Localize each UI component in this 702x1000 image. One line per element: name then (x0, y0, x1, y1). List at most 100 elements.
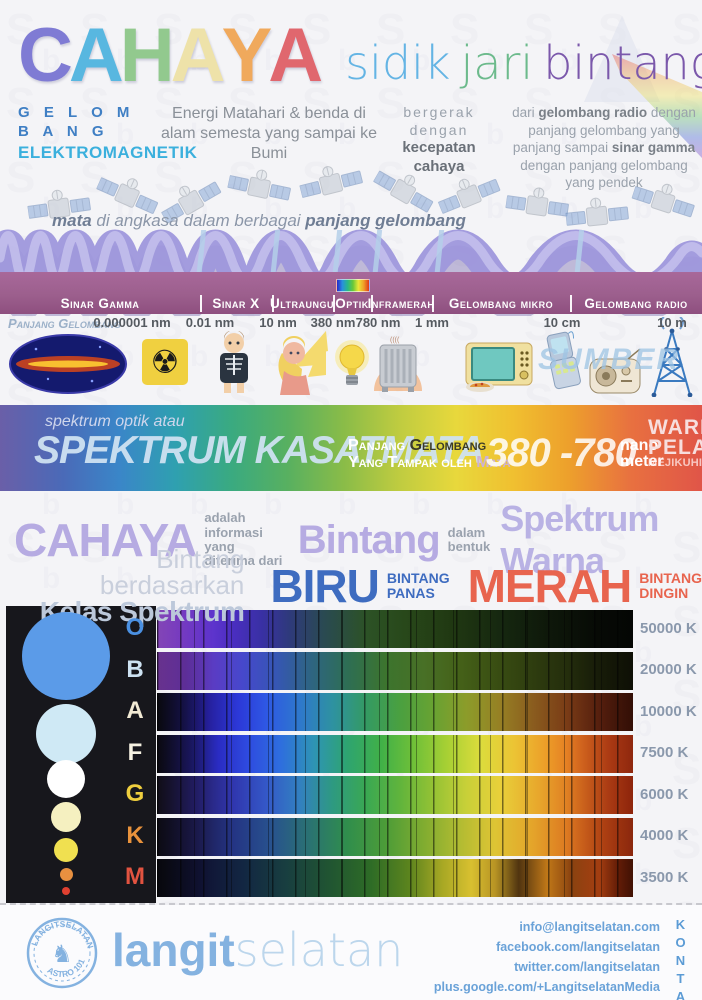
contact-twitter: twitter.com/langitselatan (514, 960, 660, 974)
optical-mini-rainbow (336, 279, 370, 292)
svg-text:♞: ♞ (51, 940, 73, 968)
class-letter-A: A (126, 697, 144, 724)
statement-connector: dalam bentuk (447, 524, 491, 554)
spectrum-pre-label: spektrum optik atau (45, 413, 185, 430)
temperature-F: 7500 K (640, 744, 689, 761)
wavelength-scale: Panjang Gelombang 0.000001 nm 0.01 nm 10… (0, 315, 702, 332)
gelombang-label: G E L O M B A N G (18, 104, 135, 140)
band-divider (371, 295, 373, 312)
class-letter-K: K (126, 822, 144, 849)
kecepatan-label: kecepatan cahaya (402, 139, 476, 175)
wavelength-value: 10 cm (543, 315, 581, 330)
spectrum-strip-O (157, 610, 633, 648)
radio-tower-icon (651, 317, 693, 397)
temperature-B: 20000 K (640, 661, 697, 678)
contact-facebook: facebook.com/langitselatan (496, 940, 660, 954)
spektrum-warna-word: Spektrum Warna (500, 498, 659, 581)
visible-spectrum-banner: spektrum optik atau SPEKTRUM KASATMATA P… (0, 405, 702, 491)
contact-email: info@langitselatan.com (519, 920, 660, 934)
title-letter: Y (221, 13, 273, 98)
subtitle-word: jari (460, 36, 534, 91)
band-label-mikro: Gelombang mikro (448, 296, 554, 311)
page-subtitle: sidik jari bintang (345, 40, 702, 90)
gamma-sky-map-icon (9, 334, 127, 394)
temperature-G: 6000 K (640, 786, 689, 803)
band-divider (333, 295, 335, 312)
intro-columns: G E L O M B A N G ELEKTROMAGNETIK Energi… (0, 104, 702, 192)
langitselatan-stamp-logo: LANGITSELATAN ASTRO 101 ♞ (26, 917, 98, 989)
cut-line (0, 903, 702, 905)
band-divider (570, 295, 572, 312)
band-divider (200, 295, 202, 312)
wavelength-value: 380 nm (310, 315, 356, 330)
band-label-uv: Ultraungu (269, 296, 335, 311)
spektrum-kasatmata-title: SPEKTRUM KASATMATA (34, 429, 485, 472)
visible-range-caption: Panjang Gelombang Yang Tampak oleh Mata (348, 437, 511, 471)
bergerak-label: bergerak dengan (403, 104, 475, 138)
temperature-K: 4000 K (640, 827, 689, 844)
bintang-word: Bintang (297, 517, 441, 562)
band-boundary-flags (195, 230, 585, 284)
class-letter-G: G (125, 780, 145, 807)
star-circle-k (54, 838, 78, 862)
title-letter: C (18, 13, 73, 98)
wavelength-value: 0.000001 nm (93, 315, 171, 330)
spectrum-strip-F (157, 735, 633, 773)
intro-col-kecepatan: bergerak dengan kecepatan cahaya (380, 104, 498, 192)
statement-row-1: CAHAYA adalah informasi yang diterima dar… (14, 498, 702, 582)
wavelength-value: 10 nm (259, 315, 297, 330)
star-circle-g (51, 802, 81, 832)
brand-wordmark: langitselatan (112, 923, 404, 977)
title-letter: A (268, 13, 323, 98)
microwave-icon (465, 342, 533, 392)
sumber-label: SUMBER (538, 343, 681, 376)
band-divider (272, 295, 274, 312)
band-label-optik: Optik (335, 296, 369, 311)
band-divider (432, 295, 434, 312)
page-title: C A H A Y A sidik jari bintang (18, 13, 702, 98)
star-circle-m2 (62, 887, 70, 895)
spectrum-strip-M (157, 859, 633, 897)
wavelength-value: 780 nm (355, 315, 401, 330)
warna-pelangi-block: WARNA PELANGI MEJIKUHIBINIU (648, 416, 702, 469)
cahaya-word: CAHAYA (14, 514, 197, 566)
satellite-caption: mata di angkasa dalam berbagai panjang g… (52, 211, 466, 230)
nanometer-unit: nano meter (620, 437, 664, 470)
star-circle-a (36, 704, 96, 764)
bintang-panas-label: BINTANG PANAS (386, 569, 450, 601)
band-label-xray: Sinar X (212, 296, 260, 311)
star-circle-m (60, 868, 73, 881)
biru-word: BIRU (270, 560, 379, 612)
spectrum-strip-A (157, 693, 633, 731)
elektromagnetik-label: ELEKTROMAGNETIK (18, 142, 198, 162)
wavelength-range-value: 380 -780 (486, 431, 637, 475)
xray-boy-icon (220, 331, 248, 393)
radioactive-icon: ☢ (142, 339, 188, 385)
band-label-gamma: Sinar Gamma (60, 296, 140, 311)
temperature-O: 50000 K (640, 620, 697, 637)
spectrum-band-bar: Sinar Gamma Sinar X Ultraungu Optik Infr… (0, 272, 702, 314)
class-letter-B: B (126, 656, 144, 683)
title-letter: A (170, 13, 226, 98)
class-letter-M: M (125, 863, 145, 890)
prism-rainbow-graphic (584, 16, 702, 158)
cellphone-icon (546, 331, 581, 390)
contact-list: info@langitselatan.com facebook.com/lang… (434, 917, 660, 1000)
spectrum-strip-G (157, 776, 633, 814)
sources-row: SUMBER ☢ (0, 317, 702, 397)
band-label-ir: Inframerah (367, 296, 435, 311)
temperature-A: 10000 K (640, 703, 697, 720)
spectrum-strip-B (157, 652, 633, 690)
class-letter-F: F (127, 739, 143, 766)
statement-row-2: Bintang berdasarkan Kelas Spektrum BIRU … (30, 546, 702, 626)
contact-googleplus: plus.google.com/+LangitselatanMedia (433, 980, 660, 994)
wavelength-value: 10 m (657, 315, 687, 330)
intro-col-gelombang: G E L O M B A N G ELEKTROMAGNETIK (0, 104, 198, 192)
intro-col-rentang: dari gelombang radio dengan panjang gelo… (512, 105, 696, 191)
temperature-M: 3500 K (640, 869, 689, 886)
bintang-dingin-label: BINTANG DINGIN (639, 569, 702, 601)
merah-word: MERAH (467, 560, 633, 612)
intro-col-energi: Energi Matahari & benda di alam semesta … (160, 105, 378, 162)
title-letter: A (68, 13, 124, 98)
